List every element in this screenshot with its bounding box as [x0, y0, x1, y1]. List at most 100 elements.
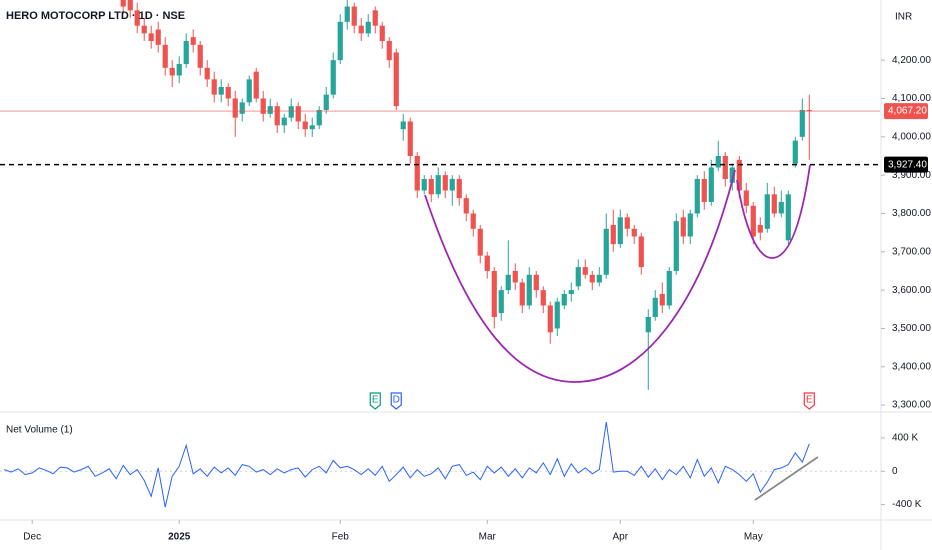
candle-body: [484, 255, 490, 271]
candle-body: [225, 86, 231, 99]
horizontal-line-label-box: [884, 156, 928, 173]
candle-body: [169, 67, 175, 76]
candle-body: [505, 274, 511, 291]
candle-body: [393, 52, 399, 107]
candle-body: [645, 316, 651, 333]
y-tick-label: 3,500.00: [892, 323, 931, 334]
candle-body: [260, 98, 266, 114]
y-tick-label: 4,100.00: [892, 93, 931, 104]
candle-body: [428, 178, 434, 195]
candle-body: [162, 44, 168, 68]
candle-body: [701, 178, 707, 202]
volume-title: Net Volume (1): [6, 425, 73, 436]
candle-body: [757, 224, 763, 233]
candle-body: [540, 290, 546, 306]
candle-body: [715, 155, 721, 168]
candle-body: [687, 213, 693, 237]
candle-body: [519, 282, 525, 306]
y-tick-label: 3,900.00: [892, 170, 931, 181]
event-badge: [390, 392, 402, 410]
candle-body: [477, 228, 483, 256]
volume-pane: [0, 422, 880, 508]
candle-body: [729, 167, 735, 183]
candle-body: [722, 155, 728, 179]
candle-body: [666, 270, 672, 306]
volume-tick-label: 0: [892, 466, 898, 477]
candle-body: [750, 205, 756, 237]
candle-body: [351, 6, 357, 26]
candle-body: [449, 178, 455, 191]
candle-body: [120, 0, 126, 7]
candle-body: [358, 25, 364, 34]
candle-body: [148, 33, 154, 42]
candle-body: [512, 270, 518, 283]
candle-body: [533, 274, 539, 291]
candle-body: [155, 29, 161, 45]
x-tick-label: Feb: [332, 532, 350, 543]
event-badge: [369, 392, 381, 410]
last-price-label-box: [884, 103, 928, 120]
candle-body: [309, 125, 315, 130]
candle-body: [568, 290, 574, 294]
candle-body: [218, 86, 224, 95]
candle-body: [470, 213, 476, 229]
candle-body: [554, 301, 560, 329]
candle-body: [680, 217, 686, 237]
candle-body: [407, 121, 413, 156]
candle-body: [232, 98, 238, 118]
x-tick-label: Mar: [479, 532, 497, 543]
candle-body: [337, 21, 343, 61]
candle-body: [295, 106, 301, 122]
candle-body: [344, 6, 350, 22]
candle-body: [323, 94, 329, 110]
candle-body: [743, 190, 749, 206]
candle-body: [610, 224, 616, 245]
x-tick-label: May: [744, 532, 763, 543]
candle-body: [561, 293, 567, 306]
cup-drawing: [424, 169, 736, 383]
candle-body: [288, 106, 294, 118]
handle-drawing: [736, 164, 811, 259]
candle-body: [414, 155, 420, 191]
candle-body: [778, 201, 784, 214]
candle-body: [589, 274, 595, 283]
candle-body: [806, 109, 812, 112]
candle-body: [463, 198, 469, 214]
volume-trendline: [754, 456, 819, 501]
candle-body: [673, 221, 679, 271]
candle-body: [764, 194, 770, 229]
candle-body: [190, 37, 196, 45]
candle-body: [526, 274, 532, 306]
candle-body: [421, 178, 427, 191]
x-tick-label: 2025: [168, 532, 191, 543]
event-label: E: [806, 395, 813, 406]
candle-body: [498, 290, 504, 314]
y-tick-label: 3,800.00: [892, 208, 931, 219]
candle-body: [638, 236, 644, 268]
candle-body: [799, 109, 805, 137]
candle-body: [141, 25, 147, 34]
y-tick-label: 3,700.00: [892, 246, 931, 257]
candle-body: [302, 121, 308, 130]
candle-body: [372, 10, 378, 26]
chart-title: HERO MOTOCORP LTD · 1D · NSE: [6, 10, 185, 22]
candle-body: [785, 194, 791, 241]
y-tick-label: 4,000.00: [892, 131, 931, 142]
last-price-label: 4,067.20: [888, 106, 927, 117]
axes: 3,300.00 3,400.00 3,500.00 3,600.00 3,700.00…: [23, 55, 931, 543]
candle-body: [631, 228, 637, 237]
candle-body: [274, 106, 280, 126]
candle-body: [708, 167, 714, 202]
candle-body: [624, 217, 630, 229]
event-label: D: [393, 395, 400, 406]
volume-tick-label: 400 K: [892, 433, 918, 444]
candle-body: [652, 297, 658, 317]
candle-body: [491, 270, 497, 317]
candle-body: [456, 178, 462, 199]
x-tick-label: Dec: [23, 532, 41, 543]
candle-body: [204, 67, 210, 80]
y-tick-label: 3,300.00: [892, 400, 931, 411]
candle-body: [736, 159, 742, 191]
